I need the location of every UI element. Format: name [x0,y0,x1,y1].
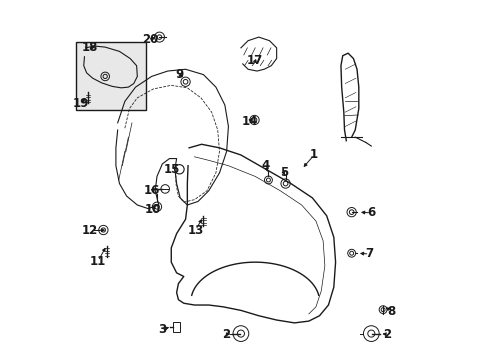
Text: 1: 1 [309,148,318,162]
Text: 16: 16 [143,184,160,197]
Text: 10: 10 [144,203,161,216]
Text: 3: 3 [158,323,166,336]
Text: 11: 11 [90,255,106,267]
Text: 5: 5 [279,166,287,179]
Text: 13: 13 [187,224,203,237]
Text: 6: 6 [366,206,375,219]
Bar [173,322,180,332]
Text: 12: 12 [82,224,98,237]
Text: 17: 17 [246,54,262,67]
Text: 19: 19 [73,97,89,110]
Text: 8: 8 [387,305,395,318]
Text: 2: 2 [222,328,229,341]
Text: 2: 2 [383,328,391,341]
Text: 4: 4 [261,159,269,172]
Text: 7: 7 [365,247,373,260]
FancyBboxPatch shape [76,42,145,111]
Text: 14: 14 [241,114,258,127]
Text: 20: 20 [142,33,158,46]
Text: 9: 9 [175,68,183,81]
Text: 18: 18 [82,41,98,54]
Text: 15: 15 [163,163,180,176]
